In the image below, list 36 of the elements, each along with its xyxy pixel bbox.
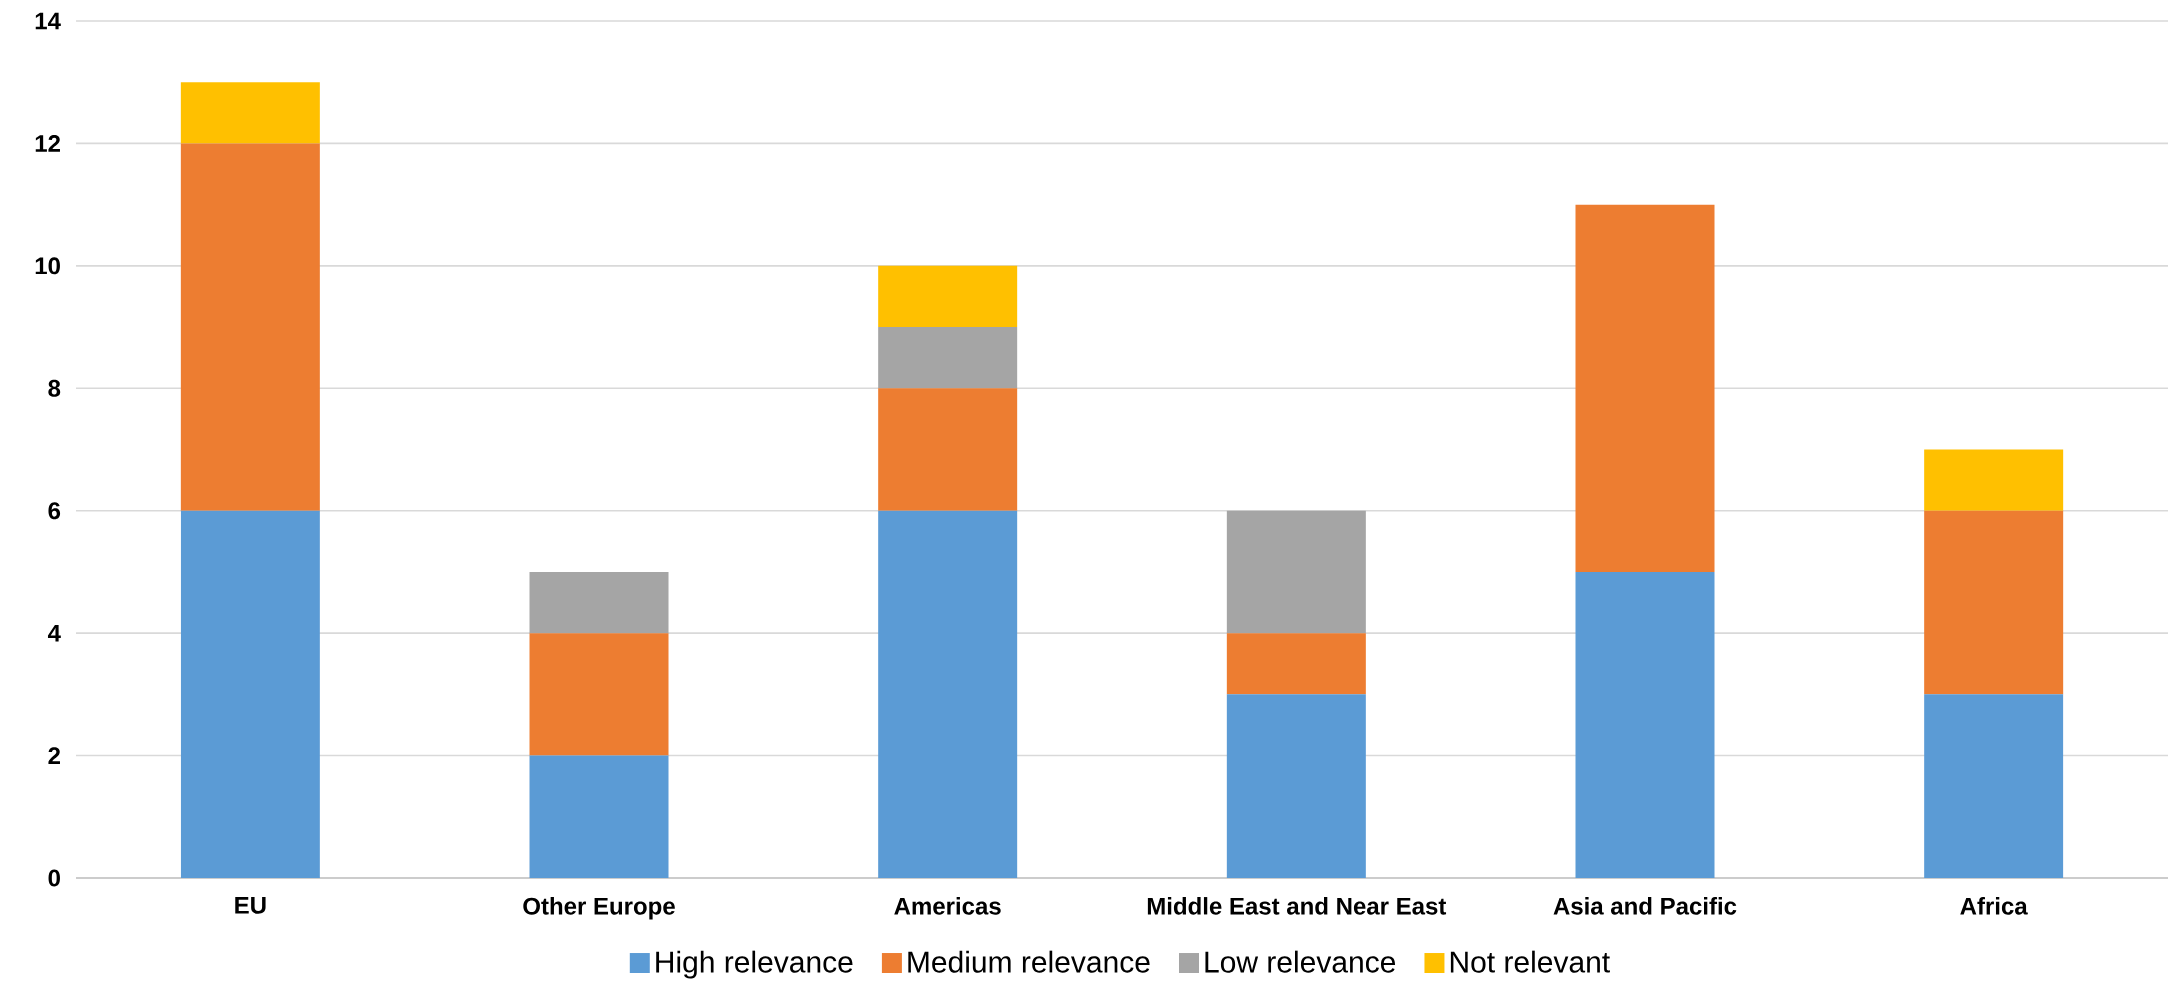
x-tick-label: Other Europe — [523, 897, 675, 920]
legend-label: Medium relevance — [908, 950, 1150, 973]
x-tick-label: Americas — [894, 897, 1001, 915]
bar — [878, 510, 1018, 878]
legend-label: Not relevant — [1450, 950, 1610, 973]
bar — [529, 755, 669, 878]
y-tick-label: 2 — [48, 747, 60, 764]
legend-label: High relevance — [656, 950, 853, 979]
bar — [1226, 694, 1366, 878]
x-tick-label: EU — [235, 897, 266, 914]
bar — [1924, 510, 2064, 695]
y-tick-label: 0 — [48, 869, 60, 887]
bar — [878, 265, 1018, 328]
y-tick-label: 4 — [47, 624, 61, 642]
bar — [529, 633, 669, 756]
y-tick-label: 6 — [48, 502, 61, 520]
legend-label: Low relevance — [1205, 950, 1396, 973]
bar — [180, 143, 320, 511]
bar — [1226, 633, 1366, 695]
bar — [1924, 449, 2064, 511]
y-tick-label: 10 — [35, 257, 60, 275]
x-tick-label: Middle East and Near East — [1147, 897, 1447, 915]
bar — [878, 327, 1018, 389]
bar — [878, 388, 1018, 511]
x-tick-label: Asia and Pacific — [1553, 897, 1737, 915]
y-tick-label: 12 — [35, 135, 60, 152]
bar — [180, 82, 320, 144]
bar — [529, 571, 669, 634]
x-tick-label: Africa — [1960, 897, 2028, 915]
bar — [1924, 694, 2064, 878]
y-tick-label: 14 — [35, 12, 61, 30]
y-tick-label: 8 — [48, 379, 61, 397]
bar — [1575, 204, 1715, 572]
bar — [180, 510, 320, 878]
bar — [1226, 510, 1366, 634]
bar — [1575, 571, 1715, 878]
